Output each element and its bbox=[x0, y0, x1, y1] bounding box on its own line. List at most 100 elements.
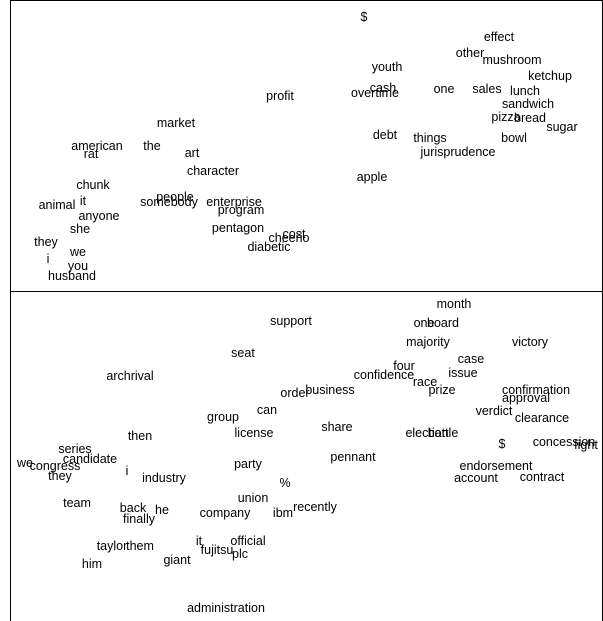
word-label: $ bbox=[499, 437, 506, 451]
word-label: team bbox=[63, 496, 91, 510]
word-label: market bbox=[157, 116, 196, 130]
word-label: one bbox=[434, 82, 455, 96]
word-label: cheerio bbox=[269, 231, 310, 245]
word-label: seat bbox=[231, 346, 255, 360]
word-label: she bbox=[70, 222, 90, 236]
word-label: ibm bbox=[273, 506, 293, 520]
word-label: % bbox=[279, 476, 290, 490]
word-label: confidence bbox=[354, 368, 415, 382]
word-label: it bbox=[80, 194, 87, 208]
word-label: mushroom bbox=[482, 53, 541, 67]
word-label: husband bbox=[48, 269, 96, 283]
word-label: i bbox=[126, 464, 129, 478]
word-label: cost bbox=[283, 227, 306, 241]
word-label: back bbox=[120, 501, 147, 515]
word-label: victory bbox=[512, 335, 549, 349]
word-label: administration bbox=[187, 601, 265, 615]
word-label: fujitsu bbox=[201, 543, 234, 557]
word-label: the bbox=[143, 139, 160, 153]
word-label: we bbox=[16, 456, 33, 470]
word-label: sugar bbox=[546, 120, 577, 134]
word-label: art bbox=[185, 146, 200, 160]
word-label: program bbox=[218, 203, 265, 217]
word-label: issue bbox=[448, 366, 477, 380]
word-label: then bbox=[128, 429, 152, 443]
word-label: group bbox=[207, 410, 239, 424]
word-label: official bbox=[230, 534, 265, 548]
word-label: fight bbox=[574, 438, 598, 452]
word-label: one bbox=[414, 316, 435, 330]
word-label: other bbox=[456, 46, 485, 60]
word-label: series bbox=[58, 442, 91, 456]
word-label: confirmation bbox=[502, 383, 570, 397]
word-label: they bbox=[48, 469, 72, 483]
word-label: archrival bbox=[106, 369, 153, 383]
word-label: race bbox=[413, 375, 437, 389]
word-label: bowl bbox=[501, 131, 527, 145]
word-label: account bbox=[454, 471, 498, 485]
word-label: giant bbox=[163, 553, 191, 567]
word-label: endorsement bbox=[460, 459, 533, 473]
word-label: character bbox=[187, 164, 239, 178]
word-label: enterprise bbox=[206, 195, 262, 209]
word-label: them bbox=[126, 539, 154, 553]
word-label: ketchup bbox=[528, 69, 572, 83]
word-label: support bbox=[270, 314, 312, 328]
word-label: animal bbox=[39, 198, 76, 212]
word-label: american bbox=[71, 139, 122, 153]
word-label: sandwich bbox=[502, 97, 554, 111]
word-label: case bbox=[458, 352, 484, 366]
word-label: him bbox=[82, 557, 102, 571]
word-label: election bbox=[405, 426, 448, 440]
word-label: pentagon bbox=[212, 221, 264, 235]
word-label: cash bbox=[370, 81, 396, 95]
word-label: industry bbox=[142, 471, 187, 485]
word-label: approval bbox=[502, 391, 550, 405]
word-label: plc bbox=[232, 547, 248, 561]
word-label: majority bbox=[406, 335, 451, 349]
word-label: company bbox=[200, 506, 251, 520]
word-label: four bbox=[393, 359, 415, 373]
word-label: taylor bbox=[97, 539, 128, 553]
word-label: bread bbox=[514, 111, 546, 125]
word-label: debt bbox=[373, 128, 398, 142]
word-label: youth bbox=[372, 60, 403, 74]
word-label: overtime bbox=[351, 86, 399, 100]
word-label: verdict bbox=[476, 404, 513, 418]
word-label: union bbox=[238, 491, 269, 505]
word-label: he bbox=[155, 503, 169, 517]
word-label: profit bbox=[266, 89, 294, 103]
word-label: apple bbox=[357, 170, 388, 184]
word-label: chunk bbox=[76, 178, 110, 192]
word-label: clearance bbox=[515, 411, 569, 425]
word-label: order bbox=[280, 386, 309, 400]
word-label: they bbox=[34, 235, 58, 249]
word-label: party bbox=[234, 457, 263, 471]
word-label: board bbox=[427, 316, 459, 330]
word-label: concession bbox=[533, 435, 596, 449]
word-label: battle bbox=[428, 426, 459, 440]
word-label: things bbox=[413, 131, 446, 145]
word-label: contract bbox=[520, 470, 565, 484]
word-label: license bbox=[235, 426, 274, 440]
word-label: rat bbox=[84, 147, 99, 161]
word-label: people bbox=[156, 190, 194, 204]
word-label: we bbox=[69, 245, 86, 259]
word-label: somebody bbox=[140, 195, 198, 209]
word-label: business bbox=[305, 383, 354, 397]
word-label: effect bbox=[484, 30, 515, 44]
word-label: pennant bbox=[330, 450, 376, 464]
word-label: $ bbox=[361, 10, 368, 24]
word-label: lunch bbox=[510, 84, 540, 98]
word-label: it bbox=[196, 534, 203, 548]
word-label: prize bbox=[428, 383, 455, 397]
word-label: finally bbox=[123, 512, 156, 526]
word-label: recently bbox=[293, 500, 338, 514]
word-label: share bbox=[321, 420, 352, 434]
word-label: sales bbox=[472, 82, 501, 96]
word-label: can bbox=[257, 403, 277, 417]
word-label: congress bbox=[30, 459, 81, 473]
